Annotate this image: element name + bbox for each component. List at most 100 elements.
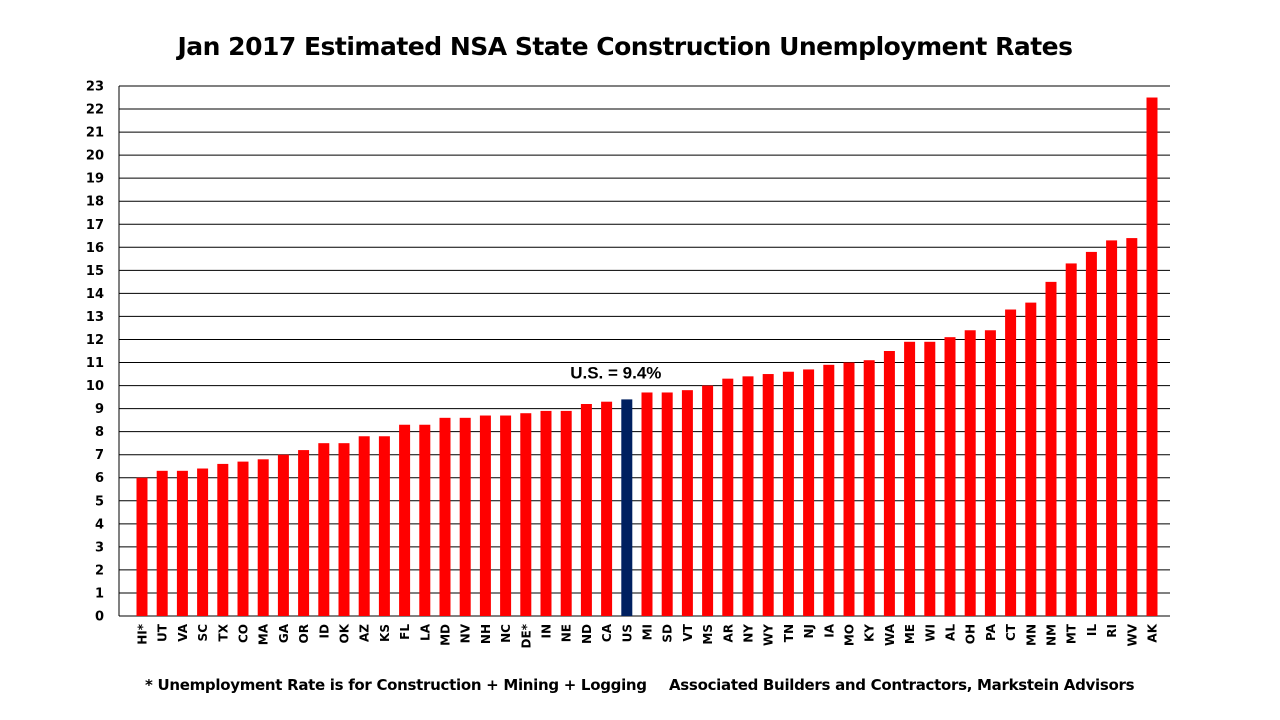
x-tick-label: RI <box>1105 624 1119 638</box>
x-tick-label: PA <box>984 623 998 641</box>
x-tick-label: IA <box>822 623 836 637</box>
y-tick-label: 21 <box>86 126 104 141</box>
bar-mi <box>641 392 653 616</box>
bar-ok <box>338 443 350 616</box>
bar-ks <box>378 436 390 616</box>
y-tick-label: 10 <box>86 379 104 394</box>
bar-sd <box>661 392 673 616</box>
x-tick-label: MA <box>257 623 271 645</box>
bar-wv <box>1126 238 1138 616</box>
bar-tn <box>782 371 794 616</box>
bar-ga <box>277 454 289 616</box>
y-tick-label: 19 <box>86 172 104 187</box>
source-note: Associated Builders and Contractors, Mar… <box>669 676 1135 694</box>
y-tick-label: 6 <box>95 471 104 486</box>
x-tick-label: DE* <box>519 623 533 648</box>
y-tick-label: 23 <box>86 80 104 95</box>
bar-pa <box>984 330 996 616</box>
bar-hi <box>136 477 148 616</box>
x-tick-label: WA <box>883 623 897 646</box>
x-tick-label: CO <box>237 624 251 643</box>
bar-sc <box>197 468 209 616</box>
bar-in <box>540 410 552 616</box>
x-tick-label: TN <box>782 624 796 642</box>
bar-il <box>1085 251 1097 617</box>
y-tick-label: 14 <box>86 287 104 302</box>
x-tick-label: CT <box>1004 623 1018 641</box>
y-tick-label: 1 <box>95 586 104 601</box>
y-tick-label: 0 <box>95 610 104 625</box>
x-tick-label: GA <box>277 623 291 643</box>
y-tick-label: 2 <box>95 563 104 578</box>
x-tick-label: KS <box>378 624 392 642</box>
x-tick-label: ID <box>317 624 331 638</box>
x-tick-label: ME <box>903 624 917 644</box>
x-tick-label: MO <box>843 624 857 646</box>
x-tick-label: US <box>620 624 634 642</box>
bar-mn <box>1025 302 1037 616</box>
bar-ak <box>1146 97 1158 617</box>
bar-ar <box>722 378 734 616</box>
y-tick-label: 20 <box>86 149 104 164</box>
y-tick-label: 3 <box>95 540 104 555</box>
x-tick-label: NM <box>1045 624 1059 646</box>
x-tick-label: MT <box>1065 623 1079 644</box>
x-tick-label: CA <box>600 623 614 642</box>
y-tick-label: 8 <box>95 425 104 440</box>
x-tick-label: AR <box>721 624 735 643</box>
bar-md <box>439 417 451 616</box>
bar-me <box>904 341 916 616</box>
bar-fl <box>399 424 411 616</box>
y-tick-label: 11 <box>86 356 104 371</box>
x-tick-label: NH <box>479 624 493 644</box>
bar-ut <box>156 470 168 616</box>
bar-tx <box>217 463 229 616</box>
bar-nm <box>1045 281 1057 616</box>
x-tick-label: WV <box>1125 623 1139 646</box>
bar-ri <box>1106 240 1118 617</box>
y-tick-label: 15 <box>86 264 104 279</box>
bar-ms <box>702 385 714 616</box>
bar-ma <box>257 459 269 616</box>
x-tick-label: MD <box>439 624 453 646</box>
y-tick-label: 13 <box>86 310 104 325</box>
y-tick-label: 7 <box>95 448 104 463</box>
bar-wa <box>883 351 895 616</box>
y-tick-label: 16 <box>86 241 104 256</box>
x-tick-label: UT <box>156 623 170 642</box>
bar-nj <box>803 369 815 616</box>
y-tick-label: 22 <box>86 103 104 118</box>
x-tick-label: WI <box>923 624 937 642</box>
x-tick-label: NV <box>459 623 473 643</box>
bar-nd <box>580 404 592 616</box>
footnote: * Unemployment Rate is for Construction … <box>145 676 647 694</box>
y-tick-label: 9 <box>95 402 104 417</box>
bar-mt <box>1065 263 1077 616</box>
bar-ca <box>601 401 613 616</box>
x-tick-label: WY <box>762 624 776 646</box>
y-tick-label: 12 <box>86 333 104 348</box>
bar-wi <box>924 341 936 616</box>
bar-la <box>419 424 431 616</box>
bar-nc <box>500 415 512 616</box>
x-tick-label: NE <box>560 624 574 642</box>
x-tick-label: VA <box>176 623 190 641</box>
x-tick-label: NY <box>742 624 756 643</box>
bar-or <box>298 450 310 616</box>
bar-us <box>621 399 633 616</box>
x-tick-label: MS <box>701 624 715 645</box>
chart-title: Jan 2017 Estimated NSA State Constructio… <box>177 32 1073 61</box>
bar-al <box>944 337 956 616</box>
bar-az <box>358 436 370 616</box>
x-tick-label: MN <box>1024 624 1038 646</box>
x-tick-label: MI <box>641 624 655 640</box>
x-tick-label: TX <box>216 623 230 641</box>
bar-va <box>176 470 188 616</box>
x-tick-label: SD <box>661 624 675 643</box>
y-tick-label: 4 <box>95 517 104 532</box>
bar-nv <box>459 417 471 616</box>
x-tick-label: NJ <box>802 624 816 639</box>
us-annotation: U.S. = 9.4% <box>570 363 661 382</box>
x-tick-label: OK <box>338 623 352 643</box>
